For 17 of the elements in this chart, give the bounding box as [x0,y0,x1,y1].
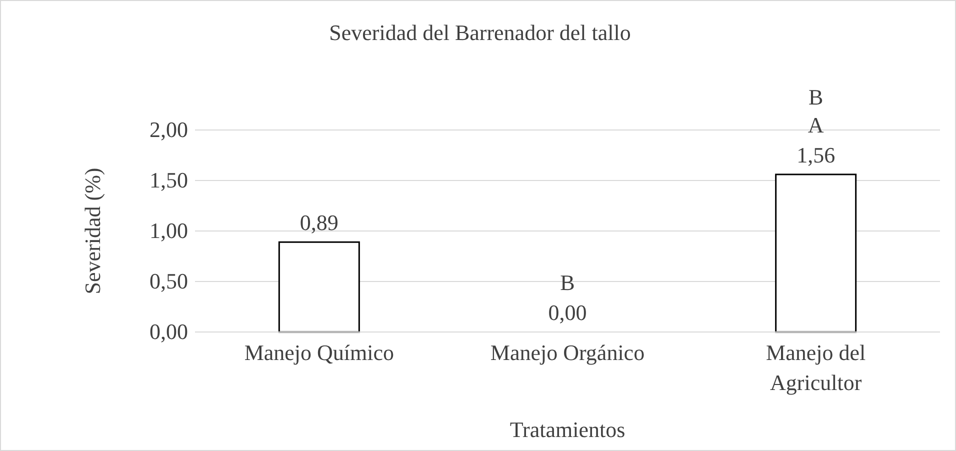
chart-title: Severidad del Barrenador del tallo [329,20,631,45]
annotation: A [808,112,824,138]
text: B [808,84,824,110]
y-axis-title: Severidad (%) [80,168,105,294]
x-tick-label: Manejo Orgánico [490,340,645,365]
data-label: 1,56 [796,142,836,168]
data-label: 0,00 [548,300,587,325]
data-label: 0,89 [300,210,338,236]
y-tick-label: 0,50 [150,268,188,294]
y-tick-label: 0,00 [150,319,188,344]
x-tick-label: Manejo del Agricultor [766,340,866,395]
x-axis-title: Tratamientos [510,417,626,442]
x-tick-label: Manejo Químico [244,340,394,365]
y-tick-label: 1,00 [150,218,188,244]
annotation: B [560,270,575,295]
y-tick-label: 2,00 [150,117,188,142]
y-tick-label: 1,50 [150,168,188,193]
